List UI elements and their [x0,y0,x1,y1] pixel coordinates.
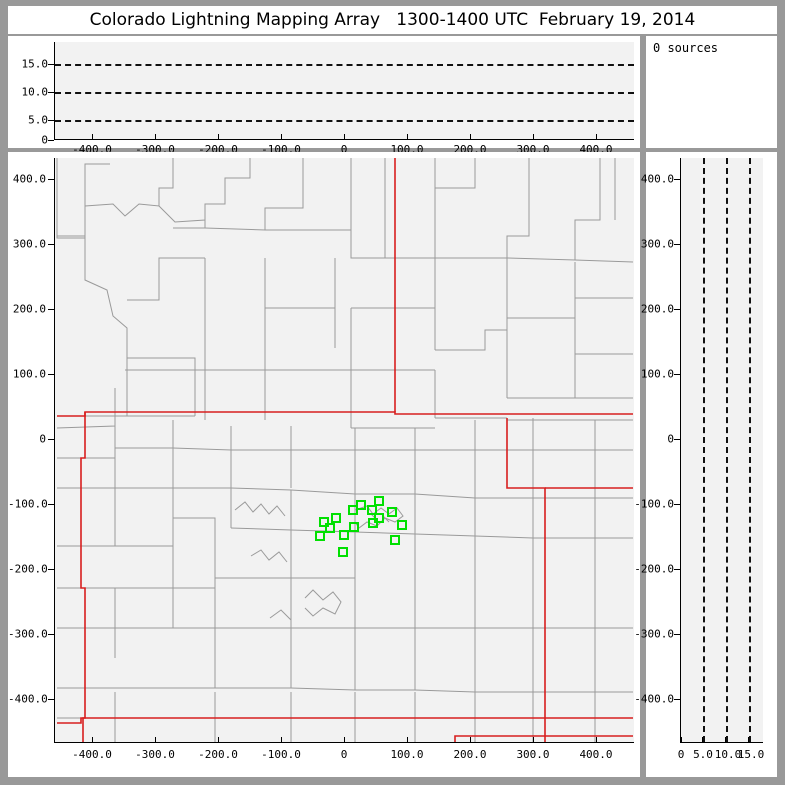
map-xtick-0: 0 [340,748,348,761]
gridline-y-15 [55,64,634,67]
map-xtick--100: -100.0 [261,748,301,761]
map-xtick--400: -400.0 [72,748,112,761]
hist-ytick-0: 0 [667,432,674,446]
th-xtick-0: 0 [340,143,348,156]
map-ytick--400: -400.0 [8,692,48,706]
page-title: Colorado Lightning Mapping Array 1300-14… [89,10,696,30]
hist-ytick-200: 200.0 [640,302,674,316]
map-ytick-300: 300.0 [12,237,46,251]
gridline-x-15 [749,158,751,742]
map-ytick-400: 400.0 [12,172,46,186]
map-ytick-200: 200.0 [12,302,46,316]
source-markers [315,496,407,557]
window-title-bar: Colorado Lightning Mapping Array 1300-14… [8,6,777,34]
th-ytick-15: 15.0 [21,57,49,71]
hist-ytick-100: 100.0 [640,367,674,381]
plan-view-map-panel[interactable]: 400.0 300.0 200.0 100.0 0 -100.0 -200.0 … [8,152,640,777]
state-boundaries [57,158,633,742]
hist-ytick--100: -100.0 [634,497,674,511]
map-xtick--300: -300.0 [135,748,175,761]
hist-ytick--300: -300.0 [634,627,674,641]
map-ytick-0: 0 [39,432,46,446]
gridline-x-5 [703,158,705,742]
map-xtick-100: 100.0 [390,748,424,761]
source-count-label: 0 sources [653,41,719,55]
gridline-y-5 [55,119,634,122]
hist-xtick-0: 0 [677,748,685,761]
gridline-x-10 [726,158,728,742]
east-altitude-panel[interactable]: 400.0 300.0 200.0 100.0 0 -100.0 -200.0 … [634,152,777,777]
th-ytick-0: 0 [41,133,48,147]
map-ytick--200: -200.0 [8,562,48,576]
hist-xtick-15: 15.0 [737,748,765,761]
east-altitude-plot-area[interactable] [680,158,763,743]
map-xtick--200: -200.0 [198,748,238,761]
hist-ytick--400: -400.0 [634,692,674,706]
th-ytick-5: 5.0 [28,113,48,127]
gridline-y-10 [55,92,634,95]
map-ytick-100: 100.0 [12,367,46,381]
map-ytick--100: -100.0 [8,497,48,511]
hist-ytick--200: -200.0 [634,562,674,576]
th-ytick-10: 10.0 [21,85,49,99]
map-plot-area[interactable] [54,158,634,743]
hist-ytick-400: 400.0 [640,172,674,186]
hist-xtick-10: 10.0 [714,748,742,761]
time-height-plot-area[interactable] [54,42,634,140]
hist-ytick-300: 300.0 [640,237,674,251]
map-xtick-400: 400.0 [579,748,613,761]
map-ytick--300: -300.0 [8,627,48,641]
county-boundaries [56,158,634,742]
hist-xtick-5: 5.0 [693,748,713,761]
map-graphic [56,158,634,742]
source-count-panel: 0 sources [646,36,777,148]
map-xtick-200: 200.0 [453,748,487,761]
time-height-panel[interactable]: 15.0 10.0 5.0 0 -400.0 -300.0 -200.0 -10… [8,36,640,156]
map-xtick-300: 300.0 [516,748,550,761]
